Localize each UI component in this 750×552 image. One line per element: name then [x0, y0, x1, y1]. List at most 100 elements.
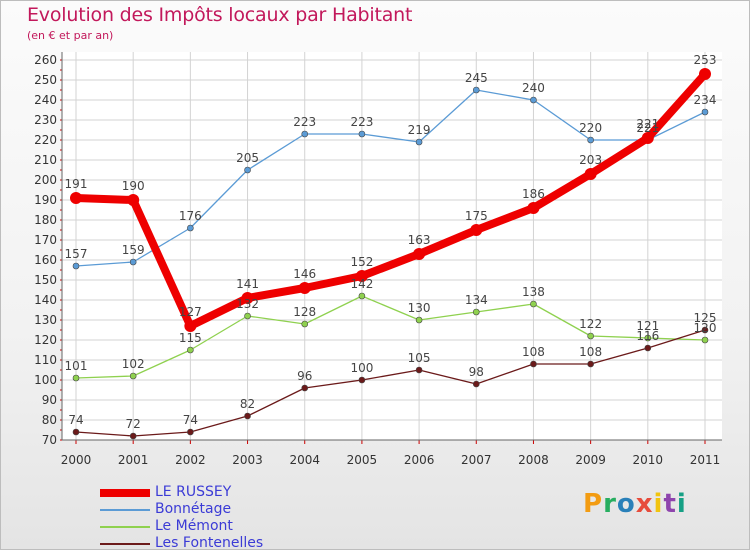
data-point: [298, 282, 311, 294]
x-tick-label: 2011: [690, 453, 721, 467]
data-point: [527, 202, 540, 214]
y-tick-label: 220: [34, 133, 57, 147]
data-label: 74: [68, 413, 83, 427]
data-point: [415, 316, 423, 324]
y-tick-label: 250: [34, 73, 57, 87]
y-tick-label: 230: [34, 113, 57, 127]
data-point: [187, 224, 194, 232]
data-point: [129, 432, 137, 440]
data-label: 105: [408, 351, 431, 365]
x-tick-label: 2007: [461, 453, 492, 467]
data-point: [301, 384, 309, 392]
y-tick-label: 130: [34, 313, 57, 327]
data-label: 234: [694, 93, 717, 107]
data-label: 245: [465, 71, 488, 85]
legend-label: Le Mémont: [155, 518, 233, 534]
data-point: [358, 130, 366, 138]
y-tick-label: 210: [34, 153, 57, 167]
data-point: [184, 320, 197, 332]
data-label: 128: [293, 305, 316, 319]
data-point: [415, 138, 423, 146]
y-tick-label: 140: [34, 293, 57, 307]
data-label: 130: [408, 301, 431, 315]
data-point: [701, 326, 709, 334]
data-label: 74: [183, 413, 198, 427]
data-label: 159: [122, 243, 145, 257]
data-point: [244, 312, 251, 320]
series-line: [75, 89, 706, 267]
data-label: 190: [122, 179, 145, 193]
legend-swatch: [100, 526, 150, 528]
data-point: [127, 194, 140, 206]
data-label: 220: [579, 121, 602, 135]
data-label: 102: [122, 357, 145, 371]
data-point: [587, 136, 594, 144]
data-label: 125: [694, 311, 717, 325]
data-label: 142: [350, 277, 373, 291]
data-point: [530, 96, 537, 104]
y-tick-label: 90: [42, 393, 57, 407]
data-point: [584, 168, 597, 180]
data-label: 205: [236, 151, 259, 165]
data-label: 120: [694, 321, 717, 335]
data-point: [244, 166, 251, 174]
data-label: 157: [65, 247, 88, 261]
series-lines: [70, 68, 711, 440]
data-label: 191: [65, 177, 88, 191]
x-tick-label: 2002: [175, 453, 206, 467]
y-tick-label: 260: [34, 53, 57, 67]
data-point: [358, 292, 366, 300]
data-point: [587, 360, 594, 368]
data-label: 121: [636, 319, 659, 333]
y-tick-label: 190: [34, 193, 57, 207]
data-point: [472, 86, 480, 94]
data-label: 223: [350, 115, 373, 129]
data-label: 122: [579, 317, 602, 331]
y-tick-label: 110: [34, 353, 57, 367]
series-line: [75, 329, 706, 437]
data-label: 98: [469, 365, 484, 379]
data-label: 100: [350, 361, 373, 375]
data-label: 223: [293, 115, 316, 129]
data-point: [470, 224, 483, 236]
data-point: [72, 374, 80, 382]
y-tick-label: 240: [34, 93, 57, 107]
proxiti-logo: Proxiti: [583, 489, 687, 519]
data-label: 219: [408, 123, 431, 137]
data-point: [129, 372, 137, 380]
chart-subtitle: (en € et par an): [27, 29, 114, 42]
data-point: [355, 270, 368, 282]
data-label: 176: [179, 209, 202, 223]
data-point: [72, 428, 80, 436]
data-label: 253: [694, 53, 717, 67]
data-point: [699, 68, 711, 80]
data-label: 221: [636, 121, 659, 135]
data-point: [241, 292, 254, 304]
data-label: 72: [126, 417, 141, 431]
data-point: [587, 332, 594, 340]
data-point: [644, 334, 652, 342]
data-point: [187, 428, 194, 436]
legend-label: Bonnétage: [155, 501, 232, 517]
data-labels: 157 159 176 205 223 223 219 245 240 220 221 234 101 1…: [65, 53, 717, 431]
data-label: 138: [522, 285, 545, 299]
data-label: 82: [240, 397, 255, 411]
data-label: 152: [350, 255, 373, 269]
y-tick-label: 200: [34, 173, 57, 187]
data-point: [530, 360, 537, 368]
data-label: 186: [522, 187, 545, 201]
axes: 7080901001101201301401501601701801902002…: [34, 52, 722, 467]
y-tick-label: 170: [34, 233, 57, 247]
data-label: 96: [297, 369, 312, 383]
y-tick-label: 70: [42, 433, 57, 447]
data-point: [70, 192, 82, 204]
x-tick-label: 2001: [118, 453, 149, 467]
data-point: [301, 320, 309, 328]
data-label: 146: [293, 267, 316, 281]
data-point: [641, 132, 654, 144]
data-label: 101: [65, 359, 88, 373]
data-point: [244, 412, 251, 420]
data-label: 134: [465, 293, 488, 307]
legend-swatch: [100, 543, 150, 545]
